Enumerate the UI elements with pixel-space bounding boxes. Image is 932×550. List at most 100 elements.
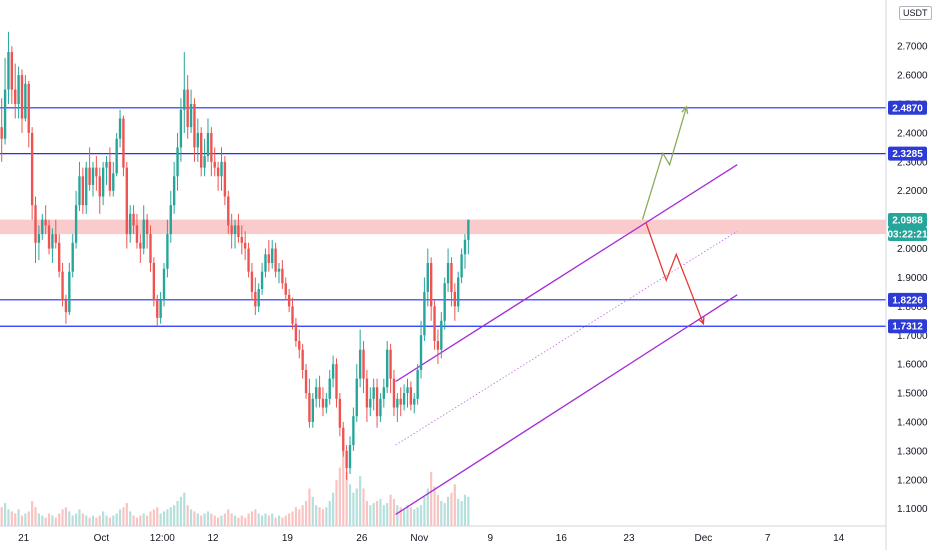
candle-body [362,349,365,379]
volume-bar [146,515,149,526]
volume-bar [257,513,260,526]
volume-bar [122,507,125,526]
volume-bar [169,507,172,526]
volume-bar [233,515,237,526]
candle-body [132,213,135,226]
volume-bar [460,501,463,526]
candle-body [254,291,257,307]
candle-body [460,254,463,278]
volume-bar [132,515,135,526]
volume-bar [139,515,142,526]
volume-bar [311,496,314,526]
volume-bar [267,515,270,526]
volume-bar [304,501,308,526]
volume-bar [17,509,20,526]
candle-body [416,369,419,399]
volume-bar [115,513,118,526]
volume-bar [217,517,220,526]
projection-arrows[interactable] [641,105,705,326]
volume-bar [20,515,24,526]
volume-bar [129,511,132,526]
volume-bar [173,505,176,526]
x-tick-label: 23 [623,533,635,544]
volume-bar [423,496,426,526]
time-axis[interactable]: 21 Oct 12:00 12 19 26 Nov 9 16 23 Dec 7 14 [18,533,845,544]
candle-body [169,205,172,235]
candle-body [216,167,220,177]
y-tick-label: 1.2000 [897,475,928,486]
volume-bar [237,517,240,526]
candle-body [101,167,105,197]
candle-body [27,83,30,133]
level-price-label [888,146,927,161]
x-tick-label: 9 [488,533,494,544]
volume-bar [271,513,274,526]
channel-lower-line[interactable] [395,294,738,515]
y-tick-label: 1.6000 [897,360,928,371]
candle-body [17,75,20,105]
resistance-zone[interactable] [0,219,886,235]
candle-body [399,398,402,405]
x-tick-label: Dec [694,533,712,544]
y-tick-label: 2.4000 [897,128,928,139]
volume-layer [0,451,470,526]
volume-bar [260,515,264,526]
volume-bar [389,494,392,526]
volume-bar [223,513,226,526]
volume-bar [277,515,281,526]
x-tick-label: 12:00 [150,533,175,544]
volume-bar [433,486,436,526]
projection-up-arrow[interactable] [641,106,688,220]
y-tick-label: 2.6000 [897,71,928,82]
volume-bar [416,507,419,526]
channel-upper-line[interactable] [395,164,738,383]
candle-body [95,167,98,177]
volume-bar [189,509,193,526]
candle-body [115,138,118,174]
candle-body [135,225,139,243]
ascending-channel[interactable] [395,164,738,515]
x-tick-label: 12 [207,533,219,544]
volume-bar [54,517,57,526]
level-price-label-text: 1.7312 [892,322,923,333]
currency-badge[interactable]: USDT [899,6,932,20]
x-tick-label: 14 [833,533,845,544]
volume-bar [74,513,78,526]
candle-body [257,289,260,307]
volume-bar [298,509,301,526]
candle-body [47,225,51,249]
x-tick-label: 7 [765,533,771,544]
projection-down-arrow[interactable] [645,222,705,324]
volume-bar [308,488,311,526]
x-tick-label: 16 [556,533,568,544]
y-tick-label: 1.9000 [897,273,928,284]
candle-body [37,234,41,243]
candle-body [172,176,176,206]
candle-body [14,89,17,105]
candle-body [277,268,281,272]
volume-bar [328,501,331,526]
volume-bar [240,515,243,526]
volume-bar [206,511,210,526]
volume-bar [200,515,203,526]
x-tick-label: 21 [18,533,30,544]
volume-bar [247,513,250,526]
candle-body [223,161,227,197]
candle-body [450,263,453,292]
last-price-label [888,212,927,227]
y-tick-label: 2.0000 [897,244,928,255]
candle-body [335,364,338,399]
x-tick-label: Nov [410,533,428,544]
volume-bar [467,496,470,526]
candle-body [392,378,396,408]
candle-body [274,248,277,272]
channel-middle-line[interactable] [395,230,738,446]
volume-bar [179,496,183,526]
volume-bar [396,505,399,526]
volume-bar [365,501,369,526]
volume-bar [291,511,294,526]
volume-bar [294,507,297,526]
candle-body [152,263,156,301]
